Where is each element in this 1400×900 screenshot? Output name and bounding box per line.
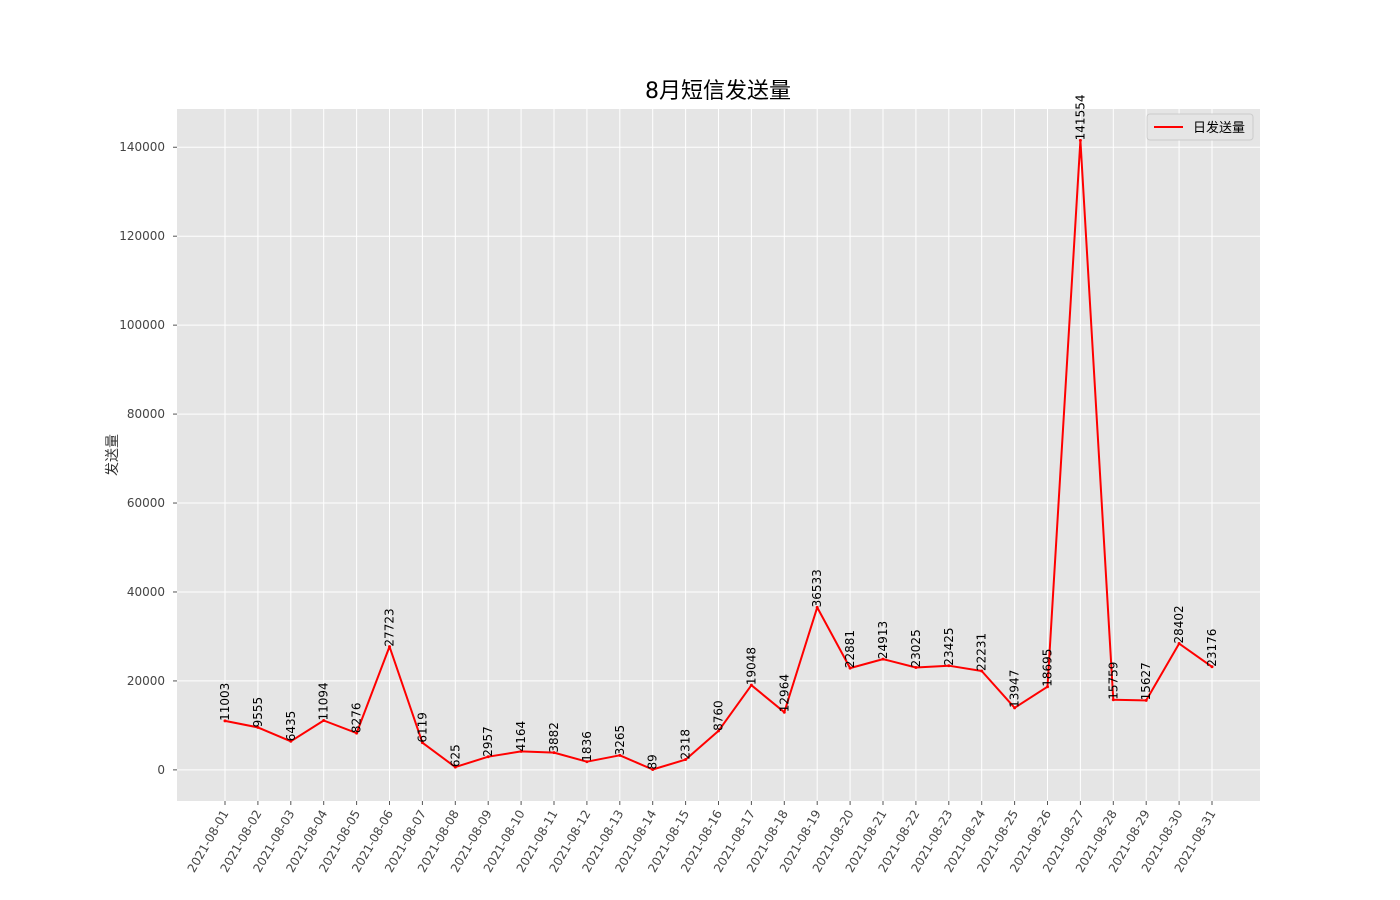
- y-tick-label: 80000: [127, 407, 165, 421]
- legend: 日发送量: [1146, 113, 1254, 141]
- data-label: 9555: [251, 697, 265, 728]
- data-label: 4164: [514, 721, 528, 752]
- data-point: [256, 725, 260, 729]
- data-point: [420, 741, 424, 745]
- data-point: [519, 749, 523, 753]
- data-label: 2318: [679, 729, 693, 760]
- data-label: 8276: [350, 703, 364, 734]
- data-point: [1111, 698, 1115, 702]
- data-label: 1836: [580, 731, 594, 762]
- y-tick-label: 100000: [119, 318, 165, 332]
- legend-box: [1146, 113, 1254, 141]
- data-label: 28402: [1172, 605, 1186, 643]
- data-point: [453, 765, 457, 769]
- data-label: 18695: [1041, 649, 1055, 687]
- data-label: 15627: [1139, 662, 1153, 700]
- data-point: [552, 751, 556, 755]
- data-label: 22231: [975, 633, 989, 671]
- y-tick-label: 0: [157, 763, 165, 777]
- data-label: 8760: [712, 700, 726, 731]
- legend-label: 日发送量: [1193, 120, 1245, 136]
- data-point: [355, 731, 359, 735]
- data-label: 24913: [876, 621, 890, 659]
- data-label: 3882: [547, 722, 561, 753]
- data-point: [1013, 706, 1017, 710]
- data-point: [815, 605, 819, 609]
- data-label: 11094: [317, 682, 331, 720]
- data-point: [486, 755, 490, 759]
- data-point: [651, 767, 655, 771]
- data-point: [717, 729, 720, 733]
- data-label: 3265: [613, 725, 627, 756]
- y-axis-label: 发送量: [105, 434, 121, 476]
- data-point: [1177, 642, 1181, 646]
- data-point: [980, 669, 984, 673]
- data-point: [684, 758, 688, 762]
- data-point: [914, 665, 918, 669]
- data-label: 6435: [284, 711, 298, 742]
- y-tick-label: 40000: [127, 585, 165, 599]
- data-label: 12964: [777, 674, 791, 712]
- data-point: [1210, 665, 1214, 669]
- x-axis-ticks: 2021-08-012021-08-022021-08-032021-08-04…: [185, 801, 1219, 875]
- y-tick-label: 20000: [127, 674, 165, 688]
- data-label: 89: [646, 754, 660, 769]
- data-label: 23176: [1205, 629, 1219, 667]
- data-label: 19048: [744, 647, 758, 685]
- y-axis-ticks: 0 20000 40000 60000 80000 100000 120000 140000: [119, 140, 177, 777]
- data-label: 36533: [810, 569, 824, 607]
- data-label: 27723: [383, 608, 397, 646]
- data-point: [322, 719, 326, 723]
- data-point: [223, 719, 227, 723]
- data-label: 141554: [1073, 95, 1087, 141]
- chart-title: 8月短信发送量: [645, 79, 791, 104]
- y-tick-label: 140000: [119, 140, 165, 154]
- data-label: 23025: [909, 629, 923, 667]
- data-label: 22881: [843, 630, 857, 668]
- data-point: [1078, 138, 1082, 142]
- data-label: 11003: [218, 683, 232, 721]
- data-point: [388, 645, 391, 649]
- data-point: [881, 657, 885, 661]
- data-label: 6119: [415, 712, 429, 743]
- data-labels: 11003 9555 6435 11094 8276 27723 6119 625 2957 41…: [218, 95, 1219, 770]
- series-layer: [223, 138, 1214, 771]
- data-label: 2957: [481, 726, 495, 757]
- data-point: [1144, 698, 1148, 702]
- y-tick-label: 120000: [119, 229, 165, 243]
- data-point: [749, 683, 753, 687]
- data-point: [848, 666, 852, 670]
- data-label: 13947: [1008, 670, 1022, 708]
- data-label: 625: [448, 744, 462, 767]
- y-tick-label: 60000: [127, 496, 165, 510]
- data-point: [289, 739, 293, 743]
- data-point: [782, 710, 786, 714]
- data-point: [585, 760, 589, 764]
- data-label: 15759: [1106, 662, 1120, 700]
- data-point: [1046, 685, 1049, 689]
- data-point: [947, 664, 951, 668]
- data-label: 23425: [942, 628, 956, 666]
- data-point: [618, 753, 622, 757]
